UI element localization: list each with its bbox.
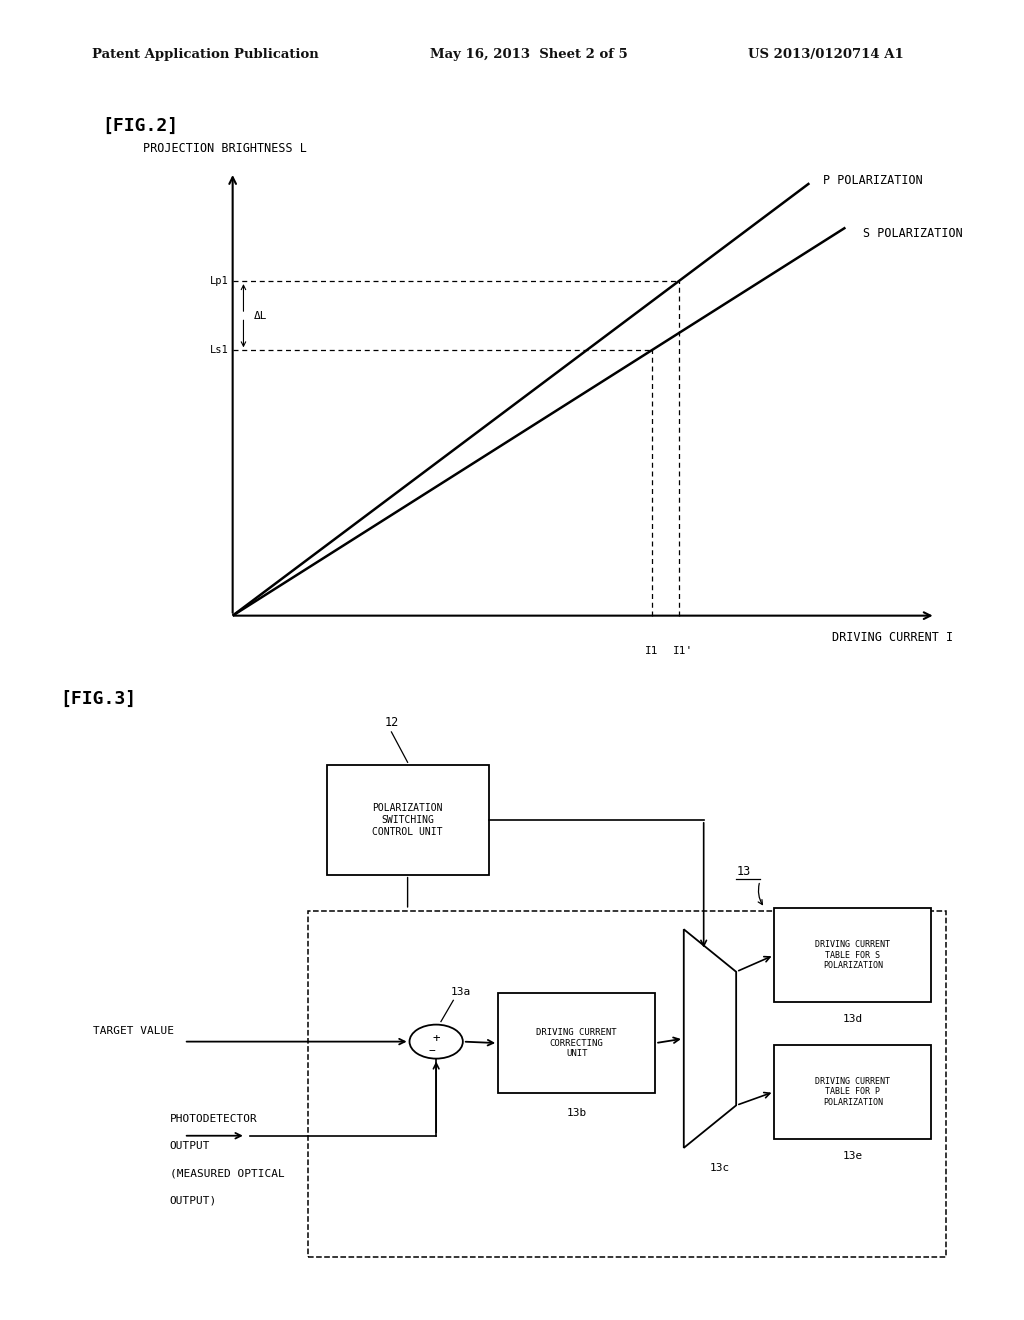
Text: PROJECTION BRIGHTNESS L: PROJECTION BRIGHTNESS L (142, 143, 306, 156)
Text: I1': I1' (673, 645, 693, 656)
Text: PHOTODETECTOR: PHOTODETECTOR (170, 1114, 257, 1123)
Bar (307, 911, 946, 1257)
Text: DRIVING CURRENT
TABLE FOR P
POLARIZATION: DRIVING CURRENT TABLE FOR P POLARIZATION (815, 1077, 890, 1106)
Text: ΔL: ΔL (254, 310, 268, 321)
Text: 13b: 13b (566, 1109, 587, 1118)
Text: DRIVING CURRENT
CORRECTING
UNIT: DRIVING CURRENT CORRECTING UNIT (537, 1028, 616, 1059)
Text: 13c: 13c (710, 1163, 730, 1173)
Text: [FIG.3]: [FIG.3] (60, 689, 136, 708)
Text: Lp1: Lp1 (209, 276, 228, 286)
Text: OUTPUT: OUTPUT (170, 1140, 210, 1151)
Text: OUTPUT): OUTPUT) (170, 1196, 217, 1205)
Text: DRIVING CURRENT
TABLE FOR S
POLARIZATION: DRIVING CURRENT TABLE FOR S POLARIZATION (815, 940, 890, 970)
Text: [FIG.2]: [FIG.2] (102, 116, 178, 135)
Text: 13d: 13d (843, 1014, 863, 1024)
Text: Patent Application Publication: Patent Application Publication (92, 48, 318, 61)
Text: (MEASURED OPTICAL: (MEASURED OPTICAL (170, 1168, 285, 1179)
Text: −: − (428, 1045, 435, 1056)
Bar (498, 993, 655, 1093)
Text: POLARIZATION
SWITCHING
CONTROL UNIT: POLARIZATION SWITCHING CONTROL UNIT (373, 804, 442, 837)
Text: US 2013/0120714 A1: US 2013/0120714 A1 (748, 48, 903, 61)
Text: DRIVING CURRENT I: DRIVING CURRENT I (833, 631, 953, 644)
Text: 13e: 13e (843, 1151, 863, 1160)
Text: May 16, 2013  Sheet 2 of 5: May 16, 2013 Sheet 2 of 5 (430, 48, 628, 61)
Text: TARGET VALUE: TARGET VALUE (93, 1026, 174, 1035)
Text: S POLARIZATION: S POLARIZATION (863, 227, 964, 240)
Text: 13a: 13a (451, 987, 471, 998)
Bar (774, 1044, 932, 1139)
Bar (327, 766, 488, 875)
Text: Ls1: Ls1 (209, 346, 228, 355)
Text: 12: 12 (384, 715, 398, 729)
Text: I1: I1 (645, 645, 658, 656)
Text: 13: 13 (736, 865, 751, 878)
Bar (774, 908, 932, 1002)
Text: P POLARIZATION: P POLARIZATION (823, 174, 923, 187)
Text: +: + (432, 1032, 440, 1045)
